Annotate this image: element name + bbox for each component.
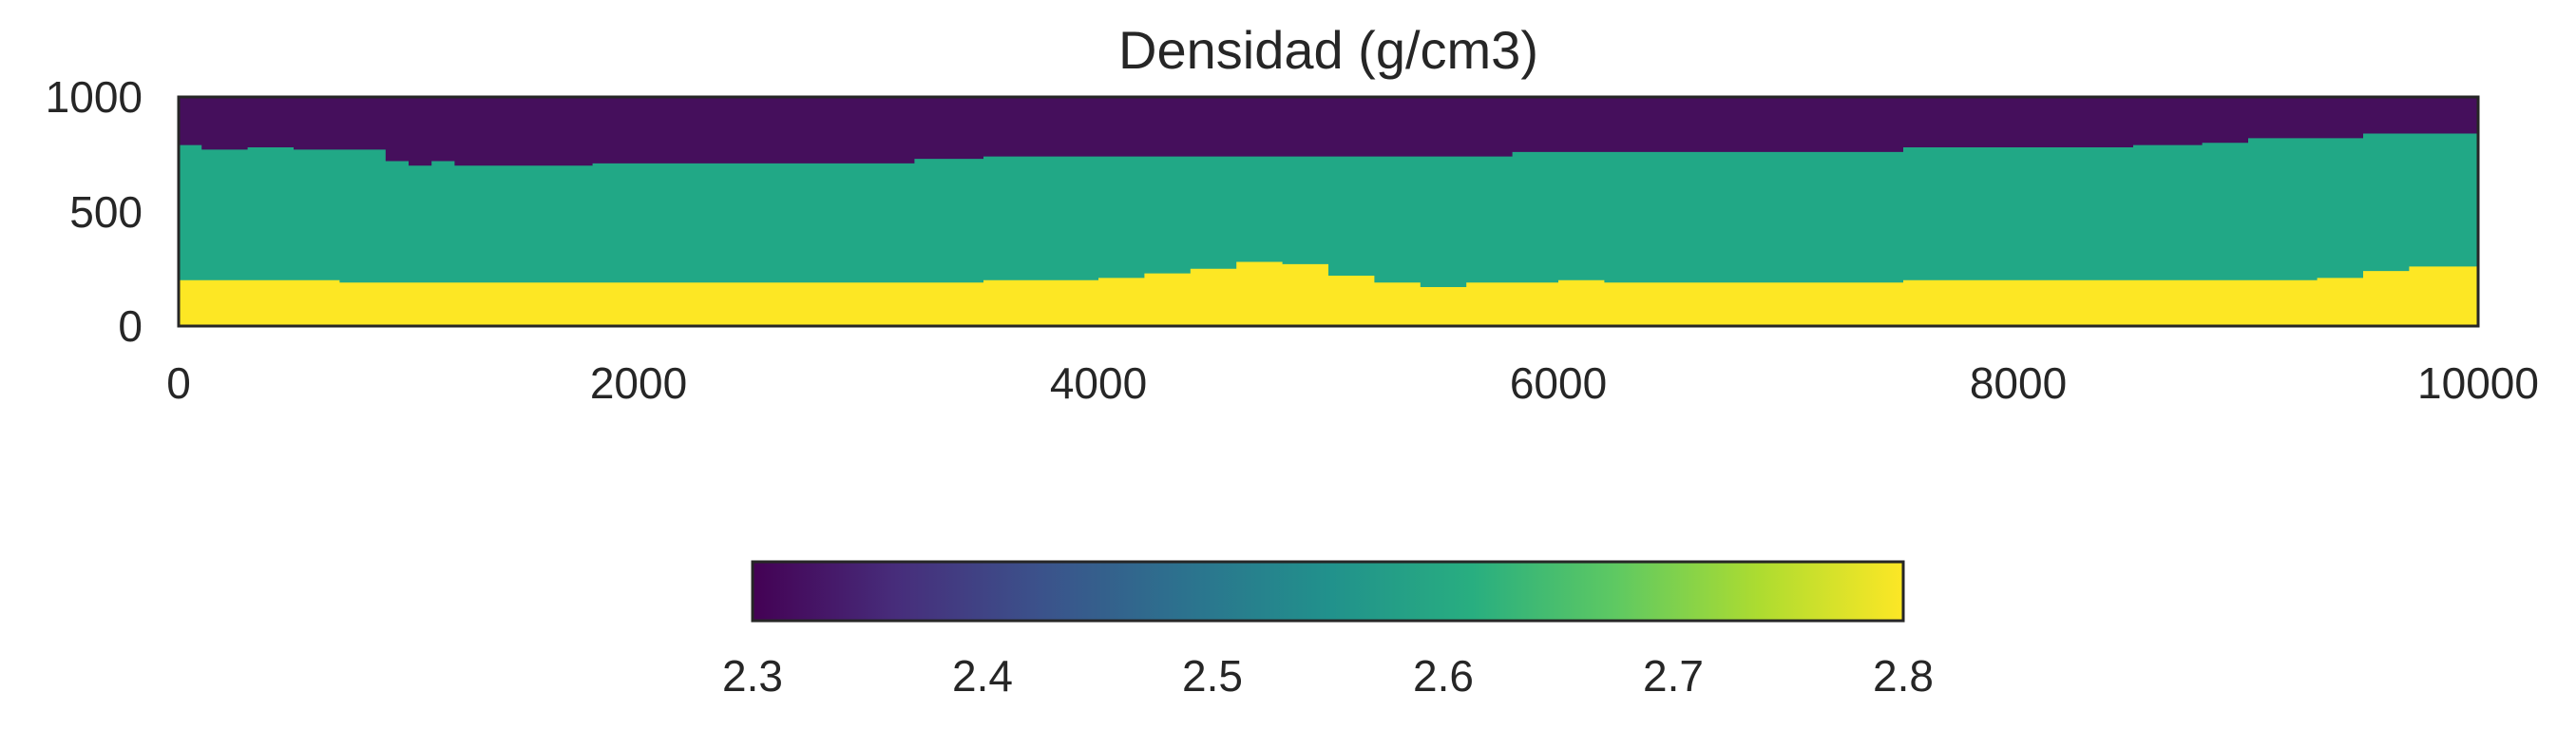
colorbar-tick-label: 2.7 <box>1643 651 1704 701</box>
y-tick-label: 1000 <box>46 72 143 122</box>
colorbar-tick-label: 2.5 <box>1182 651 1243 701</box>
x-tick-label: 10000 <box>2417 358 2539 408</box>
colorbar-tick-label: 2.4 <box>952 651 1013 701</box>
colorbar-tick-label: 2.8 <box>1873 651 1934 701</box>
colorbar-tick-label: 2.3 <box>722 651 783 701</box>
layer-bottom <box>179 261 2478 326</box>
x-tick-label: 8000 <box>1970 358 2067 408</box>
x-tick-label: 4000 <box>1050 358 1147 408</box>
colorbar <box>751 560 1905 623</box>
plot-frame <box>177 95 2480 328</box>
chart-title: Densidad (g/cm3) <box>1118 20 1538 80</box>
y-tick-label: 500 <box>69 187 143 237</box>
x-tick-label: 6000 <box>1510 358 1607 408</box>
x-tick-label: 0 <box>166 358 191 408</box>
plot-area <box>179 97 2478 326</box>
colorbar-tick-label: 2.6 <box>1413 651 1474 701</box>
y-tick-label: 0 <box>118 301 143 351</box>
layer-middle <box>179 133 2478 326</box>
x-tick-label: 2000 <box>590 358 687 408</box>
